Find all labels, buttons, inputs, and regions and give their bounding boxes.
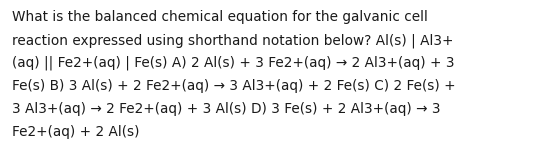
Text: 3 Al3+(aq) → 2 Fe2+(aq) + 3 Al(s) D) 3 Fe(s) + 2 Al3+(aq) → 3: 3 Al3+(aq) → 2 Fe2+(aq) + 3 Al(s) D) 3 F…	[12, 102, 440, 116]
Text: Fe(s) B) 3 Al(s) + 2 Fe2+(aq) → 3 Al3+(aq) + 2 Fe(s) C) 2 Fe(s) +: Fe(s) B) 3 Al(s) + 2 Fe2+(aq) → 3 Al3+(a…	[12, 79, 456, 93]
Text: What is the balanced chemical equation for the galvanic cell: What is the balanced chemical equation f…	[12, 10, 428, 24]
Text: reaction expressed using shorthand notation below? Al(s) | Al3+: reaction expressed using shorthand notat…	[12, 33, 454, 47]
Text: Fe2+(aq) + 2 Al(s): Fe2+(aq) + 2 Al(s)	[12, 125, 140, 139]
Text: (aq) || Fe2+(aq) | Fe(s) A) 2 Al(s) + 3 Fe2+(aq) → 2 Al3+(aq) + 3: (aq) || Fe2+(aq) | Fe(s) A) 2 Al(s) + 3 …	[12, 56, 455, 70]
